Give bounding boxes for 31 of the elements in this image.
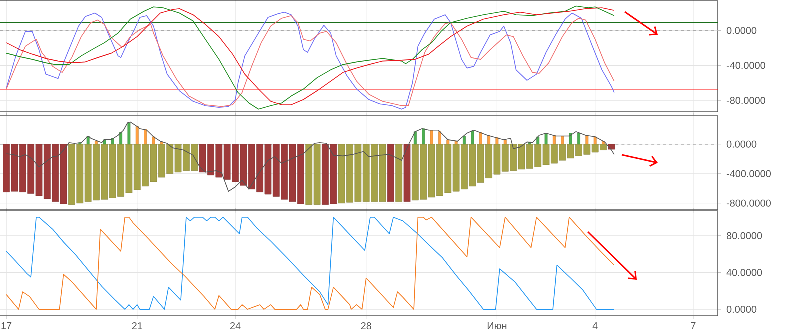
y-tick-label: -80.0000 [726, 97, 766, 104]
bar [471, 130, 474, 145]
y-tick-label: -400.0000 [726, 170, 772, 178]
y-tick-label: 80.0000 [726, 232, 762, 240]
y-tick-label: 0.0000 [726, 140, 757, 148]
bar [504, 140, 507, 145]
bar [414, 132, 417, 145]
bar [396, 144, 402, 202]
y-tick-label: 40.0000 [726, 269, 762, 276]
bar [446, 140, 450, 145]
bar [488, 135, 490, 145]
x-tick-label: 4 [592, 322, 598, 330]
y-tick-label: 0.0000 [726, 27, 757, 34]
x-tick-label: 28 [361, 322, 372, 330]
x-tick-label: 21 [132, 322, 142, 330]
bar [404, 144, 411, 202]
y-tick-label: -800.0000 [726, 200, 772, 207]
bar [430, 130, 434, 145]
x-tick-label: 7 [691, 322, 696, 330]
bar [608, 144, 616, 150]
bar [463, 136, 466, 145]
y-tick-label: -40.0000 [726, 62, 766, 70]
bar [387, 144, 394, 202]
y-tick-label: 0.0000 [726, 306, 757, 314]
bar [422, 128, 426, 145]
x-tick-label: Июн [488, 322, 507, 330]
bar [479, 132, 482, 145]
bar [454, 141, 458, 145]
x-tick-label: 17 [2, 322, 12, 330]
x-tick-label: 24 [230, 322, 241, 330]
bar [438, 132, 442, 145]
